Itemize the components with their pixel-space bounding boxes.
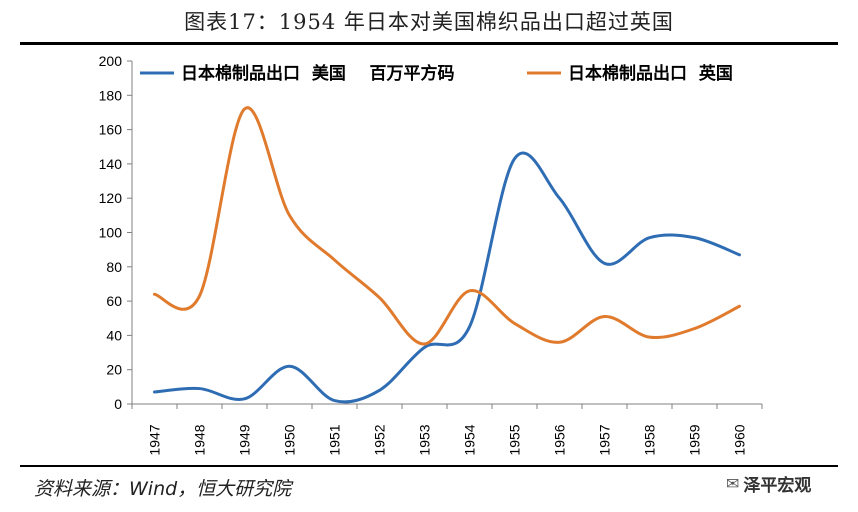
x-tick-label: 1951: [327, 424, 343, 455]
x-tick-label: 1958: [642, 424, 658, 455]
bottom-divider: [20, 465, 838, 467]
x-tick-label: 1960: [732, 424, 748, 455]
x-tick-label: 1947: [147, 424, 163, 455]
x-tick-label: 1956: [552, 424, 568, 455]
y-tick-label: 40: [106, 327, 122, 343]
chart-lines: [153, 106, 741, 404]
x-tick-label: 1954: [462, 424, 478, 455]
source-note: 资料来源：Wind，恒大研究院: [34, 478, 292, 500]
x-tick-label: 1952: [372, 424, 388, 455]
x-tick-label: 1959: [687, 424, 703, 455]
top-divider: [20, 42, 838, 45]
x-tick-label: 1953: [417, 424, 433, 455]
chart-legend: 日本棉制品出口 美国 百万平方码 日本棉制品出口 英国: [140, 63, 733, 84]
y-tick-label: 180: [99, 87, 123, 103]
y-tick-label: 140: [99, 156, 123, 172]
watermark: ✉ 泽平宏观: [726, 471, 811, 496]
y-tick-label: 160: [99, 122, 123, 138]
wechat-icon: ✉: [726, 474, 740, 493]
line-chart: 0 20 40 60 80 100 120 140 160 180 200 1947 1948 1949 1…: [99, 53, 763, 456]
legend-item-usa-label: 日本棉制品出口 美国 百万平方码: [181, 63, 455, 84]
y-tick-label: 120: [99, 190, 123, 206]
series-line-uk: [153, 106, 741, 346]
y-tick-label: 100: [99, 225, 123, 241]
y-tick-label: 20: [106, 362, 122, 378]
x-tick-label: 1948: [192, 424, 208, 455]
page-title: 图表17：1954 年日本对美国棉织品出口超过英国: [184, 10, 674, 34]
y-tick-label: 80: [106, 259, 122, 275]
legend-item-uk-label: 日本棉制品出口 英国: [568, 63, 733, 84]
x-tick-label: 1949: [237, 424, 253, 455]
x-tick-label: 1950: [282, 424, 298, 455]
x-tick-label: 1957: [597, 424, 613, 455]
series-line-usa: [153, 151, 741, 404]
y-tick-label: 60: [106, 293, 122, 309]
y-tick-label: 200: [99, 53, 123, 69]
x-tick-label: 1955: [507, 424, 523, 455]
y-tick-label: 0: [114, 396, 122, 412]
chart-axes: 0 20 40 60 80 100 120 140 160 180 200 1947 1948 1949 1…: [99, 53, 763, 456]
watermark-text: 泽平宏观: [743, 476, 812, 496]
